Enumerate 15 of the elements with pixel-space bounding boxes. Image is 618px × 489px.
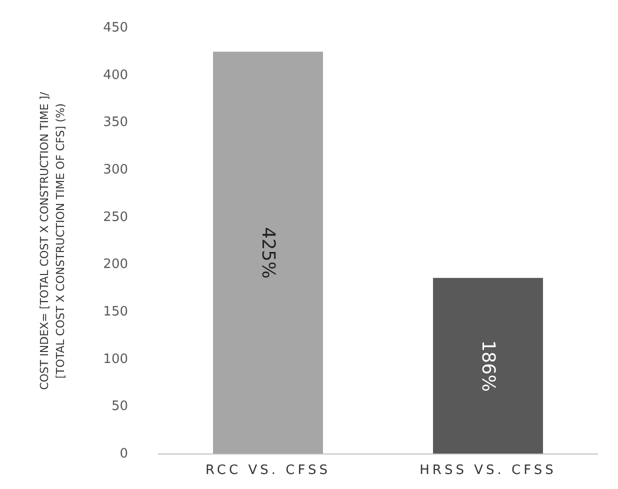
y-tick-label: 400 xyxy=(103,68,128,83)
y-tick-label: 150 xyxy=(103,304,128,320)
y-tick-label: 350 xyxy=(103,115,128,130)
y-tick-label: 0 xyxy=(120,446,128,462)
y-tick-label: 50 xyxy=(111,399,128,414)
data-label: 186% xyxy=(478,340,498,392)
y-tick-label: 200 xyxy=(103,257,128,272)
y-tick-label: 450 xyxy=(103,20,128,36)
y-tick-label: 250 xyxy=(103,210,128,225)
y-axis-title: COST INDEX= [TOTAL COST X CONSTRUCTION TIME ]/ [TOTAL COST X CONSTRUCTION TIME OF CFS] (%) xyxy=(38,92,67,390)
x-tick-label: HRSS VS. CFSS xyxy=(420,463,556,478)
x-tick-label: RCC VS. CFSS xyxy=(206,463,330,478)
y-tick-label: 300 xyxy=(103,162,128,178)
y-tick-label: 100 xyxy=(103,352,128,367)
data-label: 425% xyxy=(258,227,278,279)
